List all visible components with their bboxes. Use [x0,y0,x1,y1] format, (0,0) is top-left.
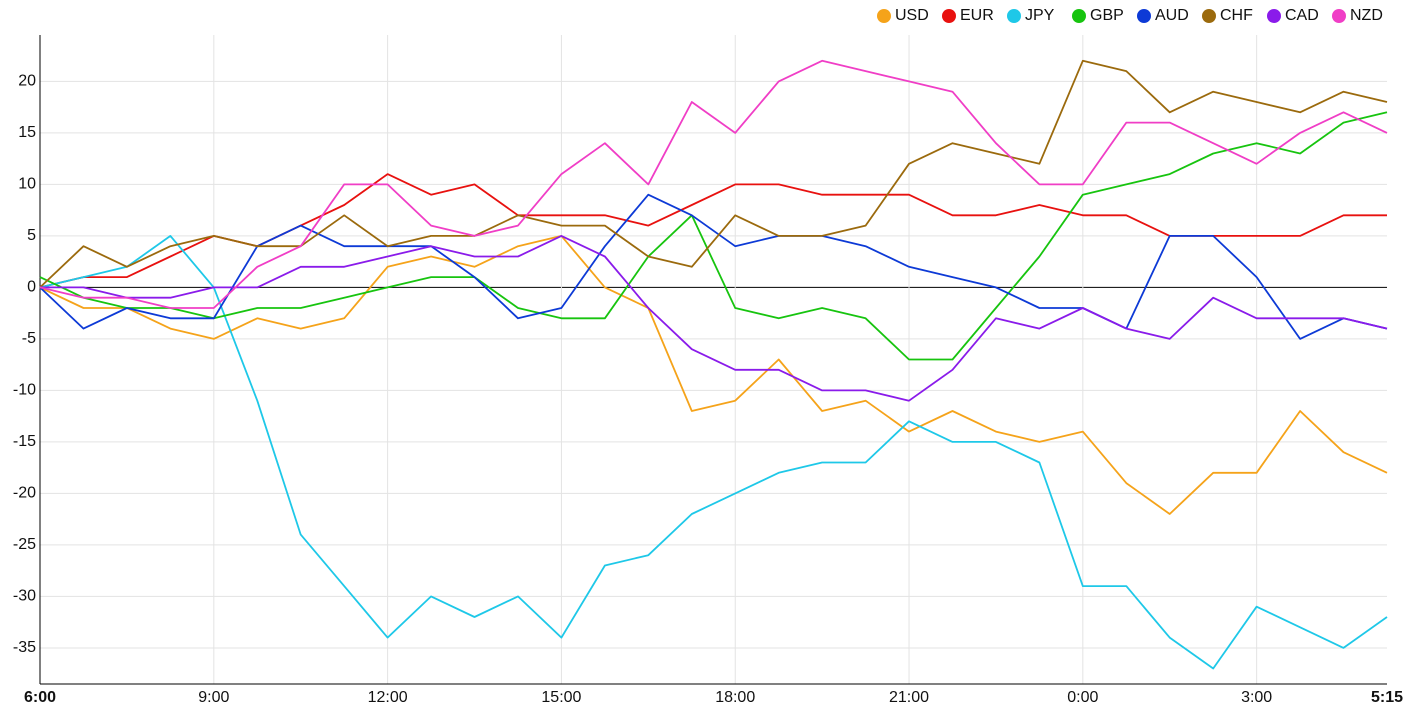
series-line [39,193,1388,340]
y-tick-label: -25 [13,536,36,553]
legend-marker [1202,9,1216,23]
x-tick-label: 15:00 [541,689,581,706]
series-line [39,235,1388,670]
x-tick-label: 3:00 [1241,689,1272,706]
x-tick-label: 0:00 [1067,689,1098,706]
y-tick-label: -10 [13,382,36,399]
y-tick-label: 0 [27,279,36,296]
x-tick-label: 5:15 [1371,689,1403,706]
y-tick-label: 5 [27,227,36,244]
series-line [39,59,1388,309]
legend-label: CAD [1285,7,1319,24]
y-tick-label: -5 [22,330,36,347]
x-tick-label: 12:00 [368,689,408,706]
y-tick-label: 20 [18,73,36,90]
legend-marker [1332,9,1346,23]
series-line [39,111,1388,361]
legend-marker [877,9,891,23]
y-tick-label: -15 [13,433,36,450]
series-line [40,235,1388,402]
legend-label: USD [895,7,929,24]
legend-label: AUD [1155,7,1189,24]
y-tick-label: -35 [13,639,36,656]
legend-marker [1267,9,1281,23]
y-tick-label: -20 [13,485,36,502]
y-tick-label: -30 [13,588,36,605]
y-tick-label: 15 [18,124,36,141]
legend-label: EUR [960,7,994,24]
legend-label: NZD [1350,7,1383,24]
legend-marker [942,9,956,23]
legend-marker [1137,9,1151,23]
series-line [39,59,1388,289]
legend-marker [1072,9,1086,23]
y-tick-label: 10 [18,176,36,193]
legend-label: CHF [1220,7,1253,24]
x-tick-label: 6:00 [24,689,56,706]
legend-marker [1007,9,1021,23]
legend-label: GBP [1090,7,1124,24]
x-tick-label: 21:00 [889,689,929,706]
series-line [39,235,1388,515]
x-tick-label: 9:00 [198,689,229,706]
x-tick-label: 18:00 [715,689,755,706]
legend-label: JPY [1025,7,1055,24]
